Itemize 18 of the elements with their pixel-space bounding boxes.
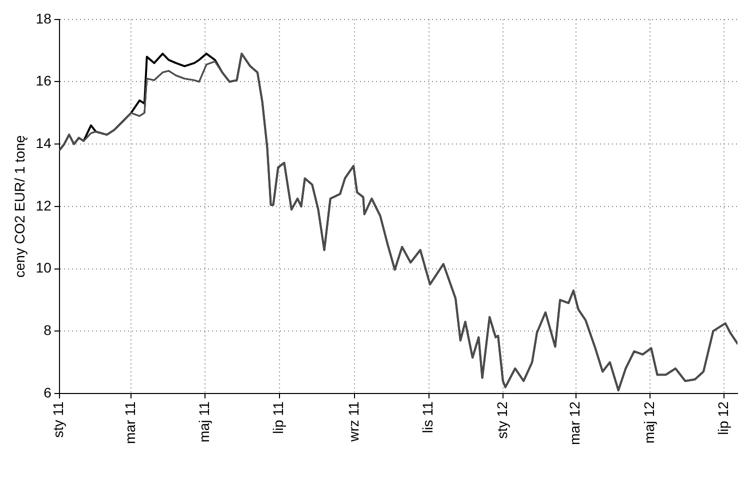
x-tick-label: mar 11 — [122, 401, 138, 444]
x-tick-label: lis 11 — [420, 401, 436, 434]
x-tick-label: sty 12 — [494, 401, 510, 439]
y-tick-label: 18 — [36, 10, 52, 26]
y-tick-label: 16 — [36, 72, 52, 89]
y-tick-label: 10 — [36, 260, 52, 276]
y-tick-label: 14 — [36, 134, 52, 151]
y-tick-label: 6 — [44, 384, 52, 400]
y-axis-title: ceny CO2 EUR/ 1 tonę — [11, 135, 28, 278]
x-tick-label: lip 11 — [270, 401, 286, 434]
y-tick-label: 8 — [44, 322, 52, 338]
x-tick-label: mar 12 — [566, 401, 583, 446]
x-tick-label: sty 11 — [50, 401, 66, 438]
x-tick-label: maj 12 — [640, 401, 657, 444]
x-tick-label: wrz 11 — [346, 401, 362, 443]
x-tick-label: lip 12 — [714, 401, 731, 435]
y-tick-label: 12 — [36, 197, 52, 214]
x-tick-label: maj 11 — [196, 401, 212, 442]
